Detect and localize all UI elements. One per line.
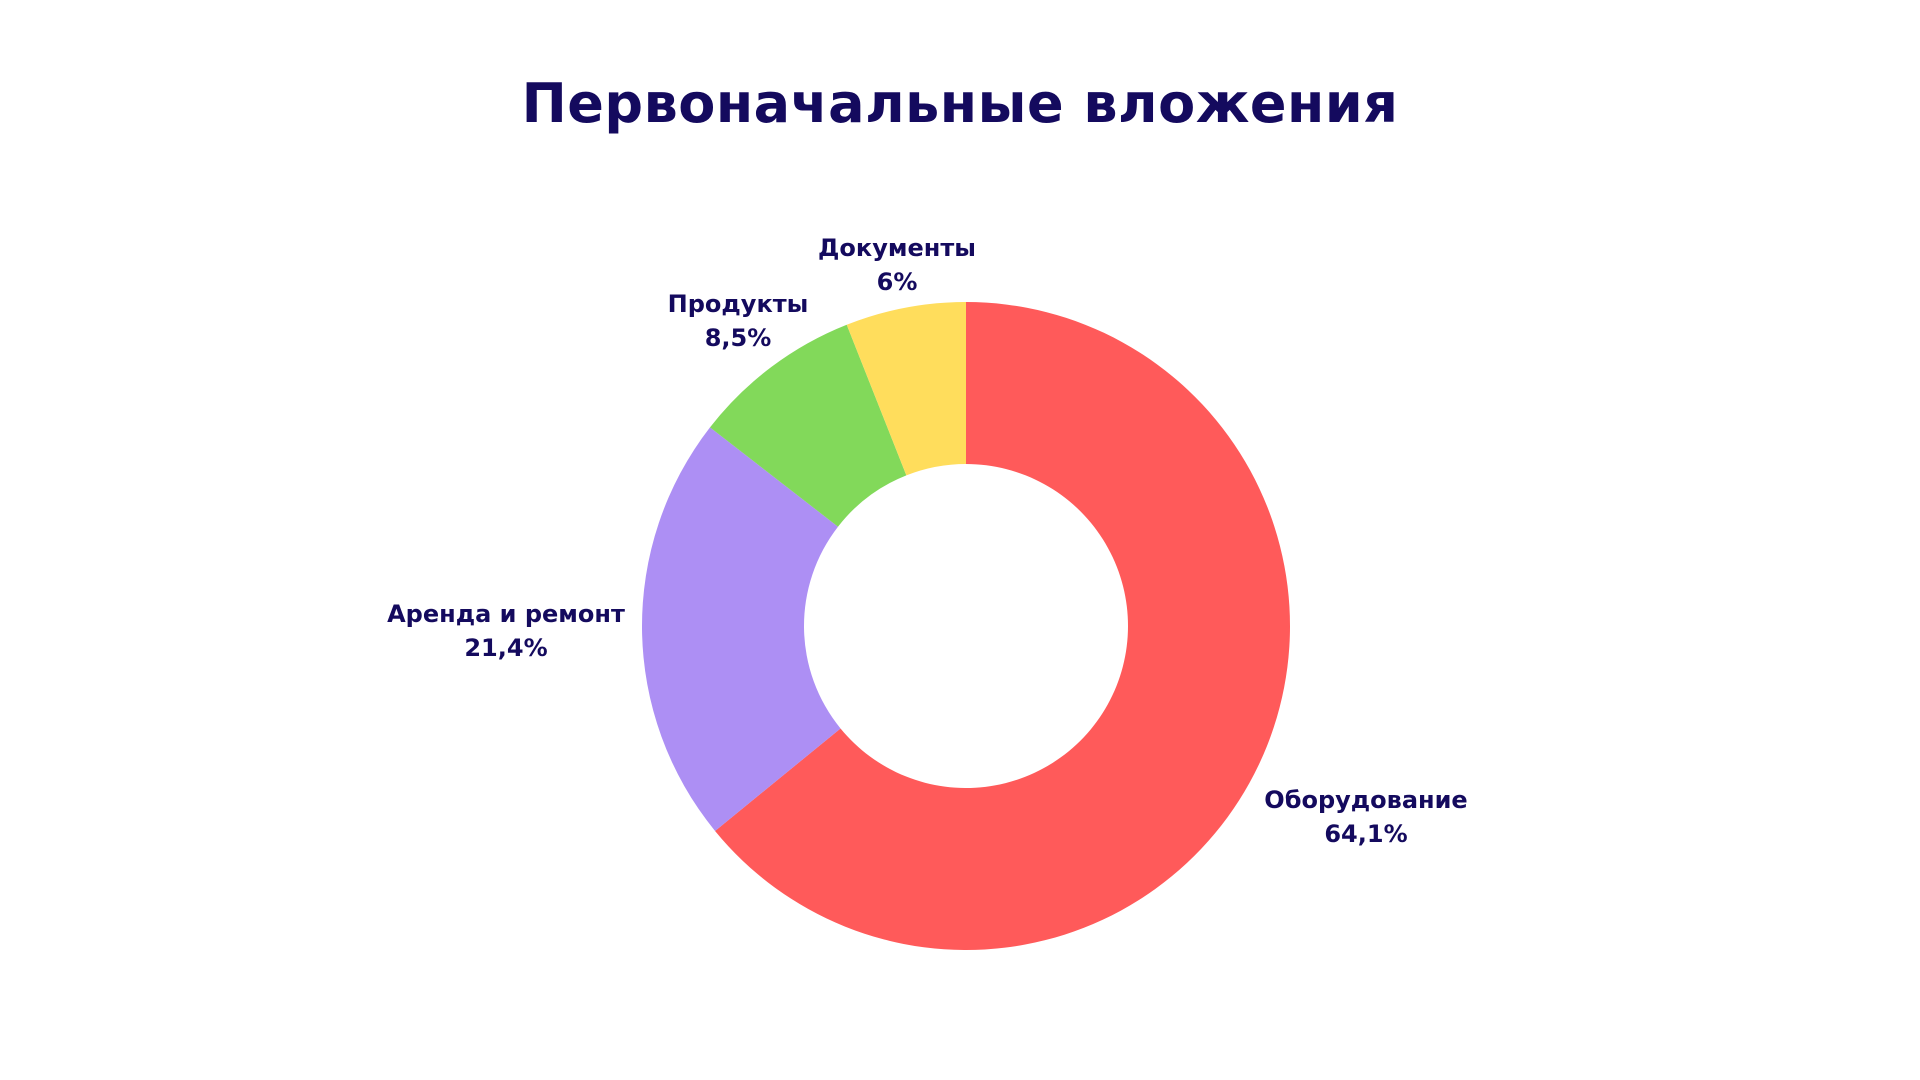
donut-slice-2 bbox=[641, 427, 841, 831]
slice-category-label: Документы bbox=[818, 234, 976, 262]
chart-title: Первоначальные вложения bbox=[521, 72, 1399, 135]
donut-slice-1 bbox=[715, 302, 1290, 950]
slice-label-1: Оборудование 64,1% bbox=[1264, 786, 1467, 848]
slice-value-label: 64,1% bbox=[1324, 820, 1407, 848]
slice-label-4: Документы 6% bbox=[818, 234, 976, 296]
slices-group bbox=[641, 302, 1290, 950]
slice-value-label: 8,5% bbox=[705, 324, 772, 352]
slice-category-label: Аренда и ремонт bbox=[387, 600, 625, 628]
labels-group: Оборудование 64,1% Аренда и ремонт 21,4% Про… bbox=[387, 234, 1468, 848]
slice-value-label: 21,4% bbox=[464, 634, 547, 662]
slice-value-label: 6% bbox=[877, 268, 918, 296]
donut-slice-4 bbox=[846, 302, 966, 476]
donut-slice-3 bbox=[709, 324, 907, 527]
slice-label-2: Аренда и ремонт 21,4% bbox=[387, 600, 625, 662]
slice-category-label: Продукты bbox=[668, 290, 809, 318]
slice-label-3: Продукты 8,5% bbox=[668, 290, 809, 352]
slice-category-label: Оборудование bbox=[1264, 786, 1467, 814]
